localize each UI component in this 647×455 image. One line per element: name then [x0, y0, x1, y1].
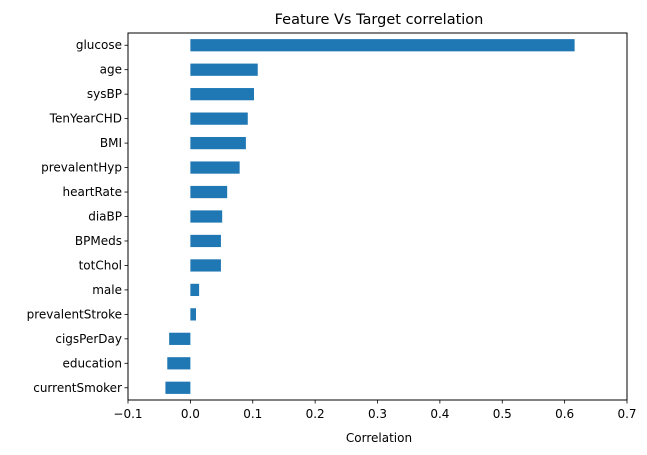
y-tick-label: BMI	[100, 136, 122, 150]
bar-prevalentHyp	[190, 161, 240, 174]
bar-age	[190, 63, 258, 76]
y-tick-label: prevalentStroke	[27, 307, 122, 321]
y-tick-label: education	[62, 356, 122, 370]
x-tick-label: 0.6	[555, 407, 574, 421]
y-tick-label: currentSmoker	[33, 381, 122, 395]
y-tick-label: glucose	[76, 38, 122, 52]
bar-cigsPerDay	[169, 332, 191, 345]
x-tick-label: 0.0	[181, 407, 200, 421]
y-tick-label: diaBP	[88, 210, 122, 224]
bar-education	[167, 357, 191, 370]
y-tick-label: cigsPerDay	[55, 332, 122, 346]
bar-currentSmoker	[165, 381, 191, 394]
x-tick-label: −0.1	[113, 407, 142, 421]
y-tick-label: BPMeds	[75, 234, 122, 248]
bar-sysBP	[190, 88, 254, 101]
y-tick-label: prevalentHyp	[41, 161, 122, 175]
x-tick-label: 0.2	[306, 407, 325, 421]
bar-prevalentStroke	[190, 308, 196, 321]
chart-title: Feature Vs Target correlation	[275, 12, 484, 28]
bar-totChol	[190, 259, 221, 272]
y-tick-label: sysBP	[87, 87, 122, 101]
bar-heartRate	[190, 185, 228, 199]
x-tick-label: 0.3	[368, 407, 387, 421]
x-tick-label: 0.1	[243, 407, 262, 421]
x-tick-label: 0.4	[430, 407, 449, 421]
bar-TenYearCHD	[190, 112, 248, 125]
x-tick-label: 0.5	[493, 407, 512, 421]
y-tick-label: heartRate	[63, 185, 123, 199]
bar-glucose	[190, 39, 575, 52]
y-tick-label: age	[100, 63, 122, 77]
x-tick-label: 0.7	[617, 407, 636, 421]
y-tick-label: totChol	[79, 258, 122, 272]
bar-diaBP	[190, 210, 223, 223]
bar-male	[190, 283, 200, 297]
bar-BMI	[190, 136, 246, 150]
plot-frame	[127, 32, 628, 401]
y-tick-label: male	[92, 283, 122, 297]
bar-BPMeds	[190, 234, 221, 248]
x-axis-label: Correlation	[346, 431, 412, 445]
y-tick-label: TenYearCHD	[49, 112, 122, 126]
